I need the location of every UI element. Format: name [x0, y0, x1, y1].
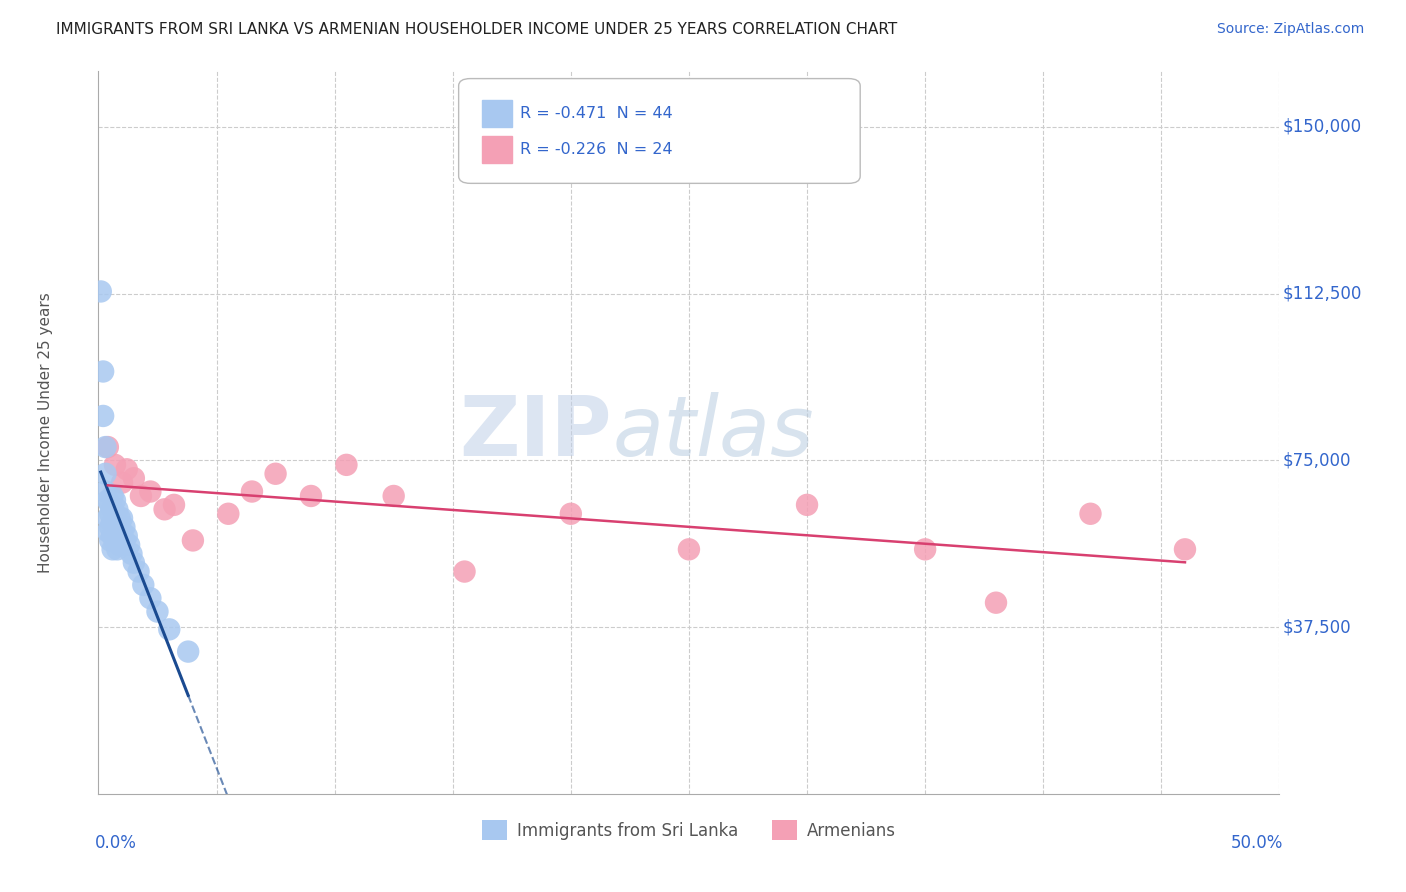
Text: Householder Income Under 25 years: Householder Income Under 25 years: [38, 293, 53, 573]
Point: [101, 489, 124, 503]
Point: [115, 529, 138, 543]
Point: [121, 547, 143, 561]
Point: [105, 529, 128, 543]
Point: [105, 516, 128, 530]
Point: [91, 409, 114, 423]
Point: [146, 605, 169, 619]
Point: [97, 524, 120, 539]
Point: [104, 520, 127, 534]
Point: [104, 493, 127, 508]
Bar: [482, 100, 512, 127]
Text: $150,000: $150,000: [1284, 118, 1362, 136]
Text: R = -0.226  N = 24: R = -0.226 N = 24: [520, 142, 672, 157]
Point: [98, 498, 121, 512]
Point: [111, 511, 134, 525]
FancyBboxPatch shape: [458, 78, 860, 184]
Point: [299, 489, 322, 503]
Point: [132, 578, 155, 592]
Point: [108, 524, 131, 539]
Point: [796, 498, 818, 512]
Point: [101, 529, 124, 543]
Point: [678, 542, 700, 557]
Point: [111, 475, 134, 490]
Point: [97, 511, 120, 525]
Point: [1080, 507, 1102, 521]
Text: ZIP: ZIP: [460, 392, 612, 473]
Point: [97, 493, 120, 508]
Point: [240, 484, 263, 499]
Point: [98, 520, 121, 534]
Point: [335, 458, 357, 472]
Text: IMMIGRANTS FROM SRI LANKA VS ARMENIAN HOUSEHOLDER INCOME UNDER 25 YEARS CORRELAT: IMMIGRANTS FROM SRI LANKA VS ARMENIAN HO…: [56, 22, 897, 37]
Point: [111, 538, 134, 552]
Point: [105, 502, 128, 516]
Point: [118, 538, 141, 552]
Point: [112, 533, 135, 548]
Point: [139, 591, 162, 606]
Point: [181, 533, 204, 548]
Point: [104, 507, 127, 521]
Point: [105, 542, 128, 557]
Text: R = -0.471  N = 44: R = -0.471 N = 44: [520, 106, 673, 120]
Point: [90, 285, 112, 299]
Point: [98, 507, 121, 521]
Legend: Immigrants from Sri Lanka, Armenians: Immigrants from Sri Lanka, Armenians: [475, 814, 903, 847]
Bar: [482, 136, 512, 163]
Point: [111, 524, 134, 539]
Point: [108, 538, 131, 552]
Point: [104, 533, 127, 548]
Point: [101, 516, 124, 530]
Point: [104, 458, 127, 472]
Point: [112, 520, 135, 534]
Point: [217, 507, 239, 521]
Point: [122, 556, 145, 570]
Point: [163, 498, 186, 512]
Point: [94, 440, 117, 454]
Text: 0.0%: 0.0%: [94, 834, 136, 852]
Point: [94, 467, 117, 481]
Point: [94, 484, 117, 499]
Text: 50.0%: 50.0%: [1230, 834, 1284, 852]
Point: [382, 489, 405, 503]
Text: Source: ZipAtlas.com: Source: ZipAtlas.com: [1216, 22, 1364, 37]
Point: [984, 596, 1007, 610]
Point: [560, 507, 582, 521]
Point: [115, 462, 138, 476]
Text: atlas: atlas: [612, 392, 814, 473]
Point: [91, 364, 114, 378]
Point: [122, 471, 145, 485]
Text: $37,500: $37,500: [1284, 618, 1351, 636]
Text: $75,000: $75,000: [1284, 451, 1351, 469]
Point: [453, 565, 475, 579]
Point: [108, 511, 131, 525]
Point: [1174, 542, 1197, 557]
Point: [101, 542, 124, 557]
Point: [139, 484, 162, 499]
Text: $112,500: $112,500: [1284, 285, 1362, 302]
Point: [97, 440, 120, 454]
Point: [153, 502, 176, 516]
Point: [177, 644, 200, 658]
Point: [914, 542, 936, 557]
Point: [128, 565, 150, 579]
Point: [264, 467, 287, 481]
Point: [98, 533, 121, 548]
Point: [157, 623, 180, 637]
Point: [129, 489, 152, 503]
Point: [101, 502, 124, 516]
